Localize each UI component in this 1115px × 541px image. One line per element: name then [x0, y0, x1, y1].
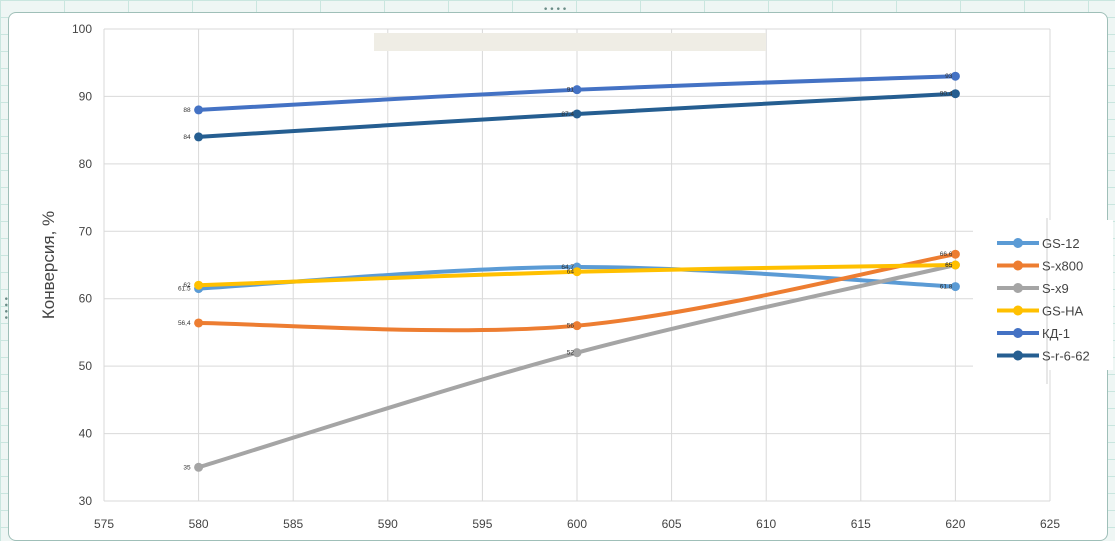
data-point-gs-ha	[950, 260, 960, 270]
data-point-s-r-6-62	[572, 109, 582, 119]
legend-swatch-marker	[1013, 328, 1023, 338]
data-point-кд-1	[194, 105, 204, 115]
data-point-s-x800	[572, 321, 582, 331]
series	[194, 71, 960, 472]
legend-box	[973, 220, 1113, 370]
left-resize-handle[interactable]: ••••	[0, 296, 10, 322]
data-label-s-x9: 35	[183, 464, 191, 471]
data-label-s-r-6-62: 90.4	[940, 91, 953, 98]
axes: 575 580 585 590 595 600 605 610 615 620 625 30 40 50 6…	[72, 22, 1060, 531]
legend[interactable]: GS-12 S-x800 S-x9 GS-HA КД-1 S-r-6-62	[973, 218, 1113, 384]
x-tick-label: 615	[851, 517, 871, 531]
legend-label: S-r-6-62	[1042, 349, 1090, 364]
x-tick-label: 575	[94, 517, 114, 531]
x-tick-label: 590	[378, 517, 398, 531]
legend-swatch-marker	[1013, 260, 1023, 271]
data-point-s-x9	[572, 348, 582, 358]
data-label-gs-ha: 64	[567, 269, 575, 276]
data-label-gs-12: 61.8	[940, 284, 953, 291]
data-point-кд-1	[572, 85, 582, 95]
data-labels: 61.564.761.856,4 5666,6355265626465889193…	[178, 73, 953, 471]
legend-swatch-marker	[1013, 283, 1023, 293]
x-tick-label: 610	[756, 517, 776, 531]
data-point-gs-ha	[572, 267, 582, 277]
legend-item-gs-ha[interactable]: GS-HA	[997, 304, 1084, 319]
legend-item-s-x9[interactable]: S-x9	[997, 281, 1069, 296]
y-tick-label: 100	[72, 22, 92, 36]
data-label-s-x9: 52	[567, 350, 575, 357]
x-tick-label: 580	[189, 517, 209, 531]
x-tick-label: 605	[662, 517, 682, 531]
data-label-s-x800: 56	[567, 323, 575, 330]
data-label-кд-1: 91	[567, 87, 575, 94]
data-label-s-x800: 56,4	[178, 320, 191, 327]
data-point-gs-12	[950, 282, 960, 292]
chart-area[interactable]	[8, 12, 1108, 541]
data-label-s-x800: 66,6	[940, 251, 953, 258]
data-point-s-x9	[194, 462, 204, 472]
y-axis-title: Конверсия, %	[39, 211, 58, 319]
legend-swatch-marker	[1013, 238, 1023, 248]
data-point-gs-ha	[194, 280, 204, 290]
data-label-gs-12: 61.5	[178, 286, 191, 293]
legend-item-кд-1[interactable]: КД-1	[997, 326, 1070, 341]
top-resize-handle[interactable]: ••••	[543, 5, 569, 15]
data-label-gs-ha: 62	[183, 282, 191, 289]
x-tick-label: 620	[945, 517, 965, 531]
y-tick-label: 60	[79, 292, 93, 306]
x-tick-label: 585	[283, 517, 303, 531]
legend-swatch-marker	[1013, 305, 1023, 316]
legend-item-gs-12[interactable]: GS-12	[997, 236, 1080, 251]
legend-item-s-r-6-62[interactable]: S-r-6-62	[997, 349, 1090, 364]
data-label-gs-12: 64.7	[561, 264, 574, 271]
legend-label: GS-HA	[1042, 304, 1084, 319]
legend-item-s-x800[interactable]: S-x800	[997, 259, 1083, 274]
x-tick-label: 600	[567, 517, 587, 531]
chart-title-placeholder[interactable]	[374, 33, 766, 51]
legend-swatch-marker	[1013, 350, 1023, 361]
legend-label: S-x9	[1042, 281, 1069, 296]
x-tick-label: 595	[472, 517, 492, 531]
y-tick-label: 90	[79, 89, 93, 103]
data-point-s-x800	[194, 318, 204, 328]
y-tick-label: 50	[79, 359, 93, 373]
data-point-s-r-6-62	[950, 89, 960, 99]
data-point-s-x800	[950, 249, 960, 259]
data-label-кд-1: 93	[945, 73, 953, 80]
legend-label: КД-1	[1042, 326, 1070, 341]
y-tick-label: 70	[79, 224, 93, 238]
y-tick-label: 30	[79, 494, 93, 508]
legend-label: S-x800	[1042, 259, 1083, 274]
legend-label: GS-12	[1042, 236, 1080, 251]
y-tick-label: 40	[79, 427, 93, 441]
data-point-кд-1	[950, 71, 960, 81]
y-tick-label: 80	[79, 157, 93, 171]
data-label-кд-1: 88	[183, 107, 191, 114]
data-label-s-r-6-62: 87.4	[561, 111, 574, 118]
data-label-gs-ha: 65	[945, 262, 953, 269]
x-tick-label: 625	[1040, 517, 1060, 531]
data-label-s-r-6-62: 84	[183, 134, 191, 141]
data-point-s-r-6-62	[194, 132, 204, 142]
data-label-s-x9: 65	[945, 262, 953, 269]
